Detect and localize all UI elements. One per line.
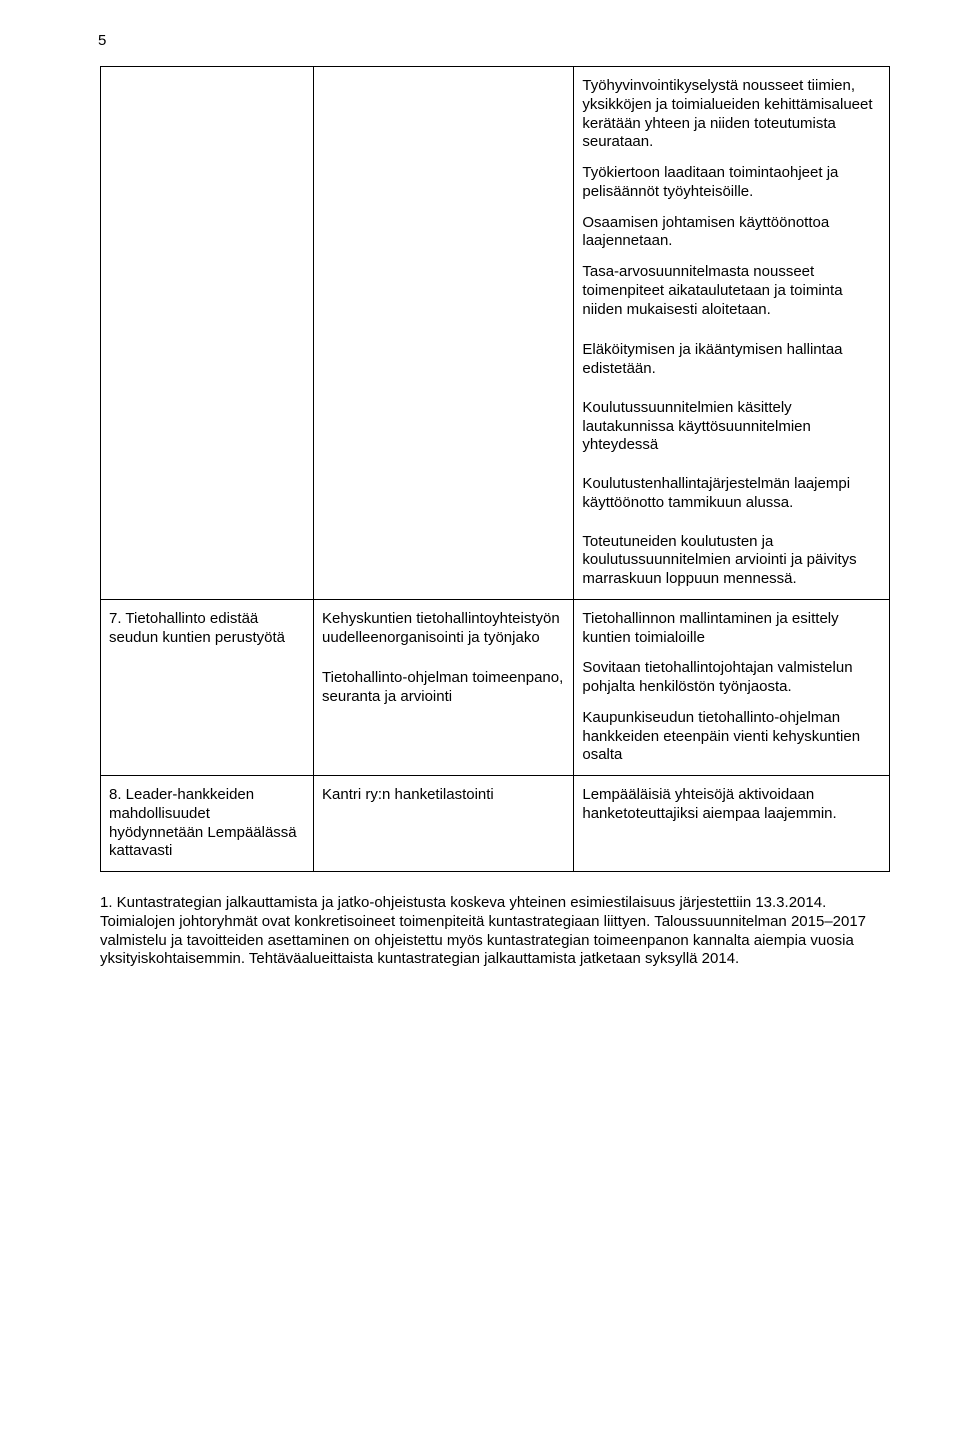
spacer [582, 525, 881, 533]
paragraph: Tasa-arvosuunnitelmasta nousseet toimenp… [582, 263, 881, 319]
cell-r2c1: 7. Tietohallinto edistää seudun kuntien … [101, 599, 314, 775]
cell-r3c1: 8. Leader-hankkeiden mahdollisuudet hyöd… [101, 776, 314, 872]
table-row: 7. Tietohallinto edistää seudun kuntien … [101, 599, 890, 775]
paragraph: Tietohallinnon mallintaminen ja esittely… [582, 610, 881, 648]
paragraph: Sovitaan tietohallintojohtajan valmistel… [582, 659, 881, 697]
cell-text: Lempääläisiä yhteisöjä aktivoidaan hanke… [582, 786, 881, 824]
paragraph: Toteutuneiden koulutusten ja koulutussuu… [582, 533, 881, 589]
paragraph: Tietohallinto-ohjelman toimeenpano, seur… [322, 669, 565, 707]
page-number: 5 [98, 32, 106, 51]
paragraph: Kehyskuntien tietohallintoyhteistyön uud… [322, 610, 565, 648]
paragraph: Osaamisen johtamisen käyttöönottoa laaje… [582, 214, 881, 252]
paragraph: Kaupunkiseudun tietohallinto-ohjelman ha… [582, 709, 881, 765]
cell-r1c3: Työhyvinvointikyselystä nousseet tiimien… [574, 67, 890, 600]
cell-r2c3: Tietohallinnon mallintaminen ja esittely… [574, 599, 890, 775]
cell-text: Kantri ry:n hanketilastointi [322, 786, 565, 805]
spacer [582, 391, 881, 399]
cell-r3c2: Kantri ry:n hanketilastointi [314, 776, 574, 872]
cell-r1c2 [314, 67, 574, 600]
cell-text: 7. Tietohallinto edistää seudun kuntien … [109, 610, 305, 648]
cell-text: 8. Leader-hankkeiden mahdollisuudet hyöd… [109, 786, 305, 861]
footer-paragraph: 1. Kuntastrategian jalkauttamista ja jat… [100, 894, 890, 969]
spacer [582, 467, 881, 475]
spacer [582, 331, 881, 341]
paragraph: Työkiertoon laaditaan toimintaohjeet ja … [582, 164, 881, 202]
paragraph: Eläköitymisen ja ikääntymisen hallintaa … [582, 341, 881, 379]
paragraph: Työhyvinvointikyselystä nousseet tiimien… [582, 77, 881, 152]
main-table: Työhyvinvointikyselystä nousseet tiimien… [100, 66, 890, 872]
cell-r2c2: Kehyskuntien tietohallintoyhteistyön uud… [314, 599, 574, 775]
cell-r3c3: Lempääläisiä yhteisöjä aktivoidaan hanke… [574, 776, 890, 872]
spacer [322, 659, 565, 669]
table-row: Työhyvinvointikyselystä nousseet tiimien… [101, 67, 890, 600]
table-row: 8. Leader-hankkeiden mahdollisuudet hyöd… [101, 776, 890, 872]
cell-r1c1 [101, 67, 314, 600]
paragraph: Koulutussuunnitelmien käsittely lautakun… [582, 399, 881, 455]
page: 5 Työhyvinvointikyselystä nousseet tiimi… [0, 0, 960, 1009]
paragraph: Koulutustenhallintajärjestelmän laajempi… [582, 475, 881, 513]
